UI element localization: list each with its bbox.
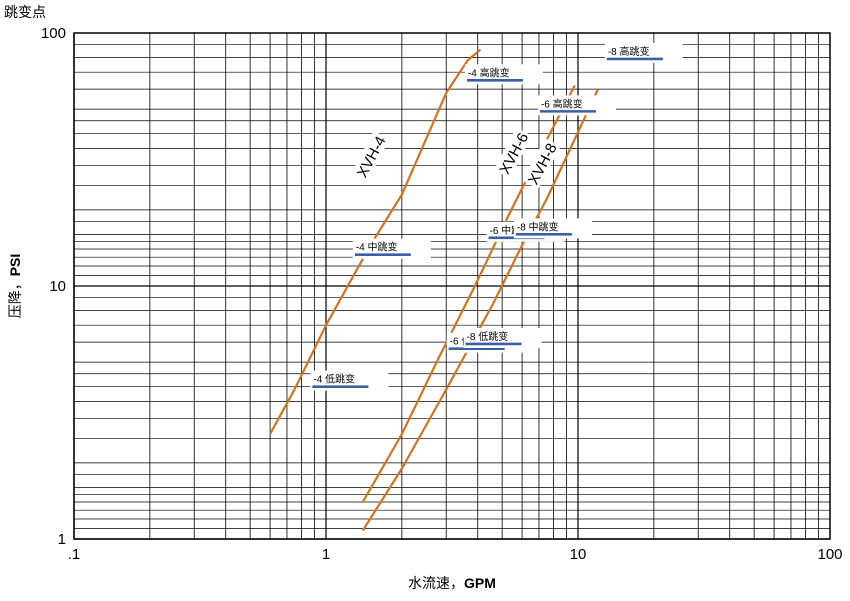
series-line-xvh-4 [269,48,482,435]
x-tick-label: 10 [570,546,587,563]
x-tick-label: 100 [817,546,842,563]
trip-point-marker: -8 低跳变 [463,327,542,348]
trip-point-marker: -4 低跳变 [310,370,389,391]
x-axis-title-unit: GPM [464,575,496,591]
x-tick-label: 1 [322,546,330,563]
y-tick-label: 100 [41,25,66,42]
trip-point-label: -8 高跳变 [608,45,650,58]
trip-point-marker: -4 高跳变 [464,64,543,85]
series-lines [269,48,599,532]
x-axis-title-cn: 水流速， [408,576,464,592]
y-axis-title-cn: 压降， [8,276,24,318]
plot-frame [73,32,831,540]
trip-point-marker: -6 高跳变 [537,95,616,116]
trip-point-label: -8 低跳变 [467,330,509,343]
y-tick-label: 1 [58,531,66,548]
x-axis-title: 水流速，GPM [408,575,496,592]
grid [73,33,830,540]
y-axis-title: 压降，PSI [7,254,24,319]
series-line-xvh-8 [361,88,599,532]
series-label-xvh-4: XVH-4 [351,130,390,182]
trip-point-label: -4 中跳变 [356,241,398,254]
trip-point-markers: -4 低跳变-4 中跳变-4 高跳变-6 低跳变-6 中跳变-6 高跳变-8 低… [310,42,683,391]
series-label-bg [493,127,533,179]
series-label-xvh-6: XVH-6 [493,127,533,179]
trip-point-marker: -8 中跳变 [513,218,592,239]
trip-point-marker: -8 高跳变 [604,42,683,63]
chart-corner-label: 跳变点 [4,5,46,21]
series-label-bg [351,130,390,182]
trip-point-label: -4 高跳变 [468,66,510,79]
y-axis-title-unit: PSI [7,254,23,277]
series-label-text: XVH-4 [354,134,390,181]
series-label-bg [522,137,561,189]
trip-point-marker: -4 中跳变 [352,238,431,259]
trip-point-label: -8 中跳变 [517,220,559,233]
trip-point-label: -6 高跳变 [541,97,583,110]
y-tick-label: 10 [49,278,66,295]
x-tick-label: .1 [68,546,81,563]
trip-point-label: -4 低跳变 [313,373,355,386]
